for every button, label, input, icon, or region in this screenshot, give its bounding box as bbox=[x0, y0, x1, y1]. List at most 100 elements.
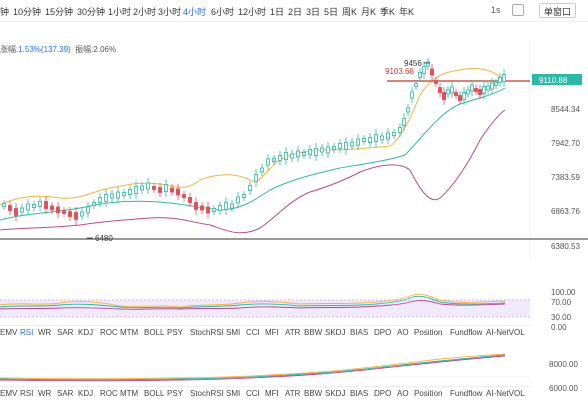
current-price-tag bbox=[532, 74, 582, 85]
vol-tab-emv[interactable]: EMV bbox=[0, 389, 18, 398]
rsi-tab-ai-netvol[interactable]: AI-NetVOL bbox=[486, 328, 525, 337]
rsi-tab-wr[interactable]: WR bbox=[38, 328, 52, 337]
candle-body bbox=[461, 92, 466, 100]
timeframe-2d[interactable]: 2日 bbox=[288, 7, 303, 17]
vol-tab-stochrsi[interactable]: StochRSI bbox=[190, 389, 224, 398]
candle-body bbox=[74, 212, 79, 220]
swing-label: 振幅: bbox=[75, 45, 94, 54]
vol-tab-boll[interactable]: BOLL bbox=[144, 389, 165, 398]
rsi-tab-psy[interactable]: PSY bbox=[167, 328, 184, 337]
fullscreen-icon[interactable] bbox=[512, 4, 524, 16]
vol-axis-label: 6000.00 bbox=[549, 384, 578, 393]
timeframe-4h[interactable]: 4小时 bbox=[183, 7, 207, 17]
rsi-tab-fundflow[interactable]: Fundflow bbox=[450, 328, 483, 337]
candle-body bbox=[391, 132, 396, 136]
rsi-tab-rsi[interactable]: RSI bbox=[20, 328, 34, 337]
candle-body bbox=[417, 72, 422, 78]
vol-tab-dpo[interactable]: DPO bbox=[374, 389, 392, 398]
candle-body bbox=[445, 89, 450, 95]
netvol-panel: 8000.00 6000.00 bbox=[0, 353, 578, 393]
rsi-tab-dpo[interactable]: DPO bbox=[374, 328, 392, 337]
rsi-tab-cci[interactable]: CCI bbox=[246, 328, 260, 337]
timeframe-30m[interactable]: 30分钟 bbox=[77, 7, 106, 17]
timeframe-10m[interactable]: 10分钟 bbox=[13, 7, 42, 17]
rsi-tab-skdj[interactable]: SKDJ bbox=[325, 328, 346, 337]
candlestick-chart[interactable]: 8544.34 7942.70 7383.59 6863.76 6380.53 … bbox=[0, 22, 588, 402]
timeframe-month[interactable]: 月K bbox=[361, 7, 377, 17]
candle-body bbox=[409, 91, 414, 99]
rsi-tab-stochrsi[interactable]: StochRSI bbox=[190, 328, 224, 337]
timeframe-1d[interactable]: 1日 bbox=[270, 7, 285, 17]
vol-tab-cci[interactable]: CCI bbox=[246, 389, 260, 398]
timeframe-1h[interactable]: 1小时 bbox=[108, 7, 132, 17]
timeframe-week[interactable]: 周K bbox=[342, 7, 358, 17]
vol-tab-atr[interactable]: ATR bbox=[285, 389, 301, 398]
candle-body bbox=[277, 155, 282, 161]
candle-body bbox=[397, 127, 402, 133]
rsi-tab-smi[interactable]: SMI bbox=[226, 328, 241, 337]
timeframe-3h[interactable]: 3小时 bbox=[158, 7, 182, 17]
vol-tab-fundflow[interactable]: Fundflow bbox=[450, 389, 483, 398]
timeframe-15m[interactable]: 15分钟 bbox=[45, 7, 74, 17]
timeframe-6h[interactable]: 6小时 bbox=[211, 7, 235, 17]
vol-tab-bbw[interactable]: BBW bbox=[304, 389, 323, 398]
vol-tab-psy[interactable]: PSY bbox=[167, 389, 184, 398]
vol-tab-position[interactable]: Position bbox=[414, 389, 443, 398]
vol-tab-ao[interactable]: AO bbox=[397, 389, 409, 398]
rsi-tab-bbw[interactable]: BBW bbox=[304, 328, 323, 337]
rsi-tab-sar[interactable]: SAR bbox=[57, 328, 74, 337]
candle-body bbox=[271, 158, 276, 162]
candle-body bbox=[116, 191, 121, 199]
rsi-tab-boll[interactable]: BOLL bbox=[144, 328, 165, 337]
window-mode-dropdown[interactable]: 单窗口 bbox=[539, 3, 577, 18]
vol-tab-ai-netvol[interactable]: AI-NetVOL bbox=[486, 389, 525, 398]
timeframe-year[interactable]: 年K bbox=[399, 7, 415, 17]
rsi-tab-bias[interactable]: BIAS bbox=[350, 328, 369, 337]
candle-body bbox=[325, 146, 330, 154]
candle-body bbox=[157, 187, 162, 193]
rsi-tab-emv[interactable]: EMV bbox=[0, 328, 18, 337]
vol-tab-roc[interactable]: ROC bbox=[100, 389, 118, 398]
candle-body bbox=[104, 194, 109, 202]
amplitude-value: 1.53%(137.39) bbox=[18, 45, 71, 54]
timeframe-partial[interactable]: 钟 bbox=[0, 7, 10, 17]
rsi-tab-roc[interactable]: ROC bbox=[100, 328, 118, 337]
rsi-tab-mfi[interactable]: MFI bbox=[265, 328, 279, 337]
boll-lower-line bbox=[0, 109, 506, 234]
vol-tab-sar[interactable]: SAR bbox=[57, 389, 74, 398]
ref-line-label: 9103.66 bbox=[385, 67, 414, 76]
vol-tab-rsi[interactable]: RSI bbox=[20, 389, 34, 398]
candle-body bbox=[86, 206, 91, 214]
vol-tab-wr[interactable]: WR bbox=[38, 389, 52, 398]
candle-body bbox=[405, 107, 410, 113]
vol-tab-bias[interactable]: BIAS bbox=[350, 389, 369, 398]
vol-tab-skdj[interactable]: SKDJ bbox=[325, 389, 346, 398]
candle-body bbox=[289, 153, 294, 159]
rsi-tab-kdj[interactable]: KDJ bbox=[78, 328, 94, 337]
rsi-axis-label: 70.00 bbox=[551, 298, 572, 307]
rsi-tab-mtm[interactable]: MTM bbox=[120, 328, 139, 337]
candle-body bbox=[44, 201, 49, 209]
vol-tab-mtm[interactable]: MTM bbox=[120, 389, 139, 398]
candle-body bbox=[469, 84, 474, 92]
rsi-tab-atr[interactable]: ATR bbox=[285, 328, 301, 337]
vol-tab-kdj[interactable]: KDJ bbox=[78, 389, 94, 398]
rsi-tab-ao[interactable]: AO bbox=[397, 328, 409, 337]
timeframe-12h[interactable]: 12小时 bbox=[238, 7, 267, 17]
candle-body bbox=[25, 203, 30, 211]
timeframe-5d[interactable]: 5日 bbox=[324, 7, 339, 17]
rsi-panel: 100.00 70.00 30.00 0.00 bbox=[0, 272, 576, 332]
vol-tab-mfi[interactable]: MFI bbox=[265, 389, 279, 398]
interval-label[interactable]: 1s bbox=[491, 5, 501, 15]
candle-body bbox=[253, 174, 258, 182]
rsi-axis-label: 100.00 bbox=[551, 288, 576, 297]
timeframe-3d[interactable]: 3日 bbox=[306, 7, 321, 17]
vol-tab-smi[interactable]: SMI bbox=[226, 389, 241, 398]
timeframe-2h[interactable]: 2小时 bbox=[133, 7, 157, 17]
rsi-tab-position[interactable]: Position bbox=[414, 328, 443, 337]
candle-body bbox=[307, 149, 312, 155]
candle-body bbox=[465, 89, 470, 95]
candle-body bbox=[489, 82, 494, 90]
rsi-line-1 bbox=[0, 293, 506, 308]
timeframe-quarter[interactable]: 季K bbox=[380, 7, 396, 17]
